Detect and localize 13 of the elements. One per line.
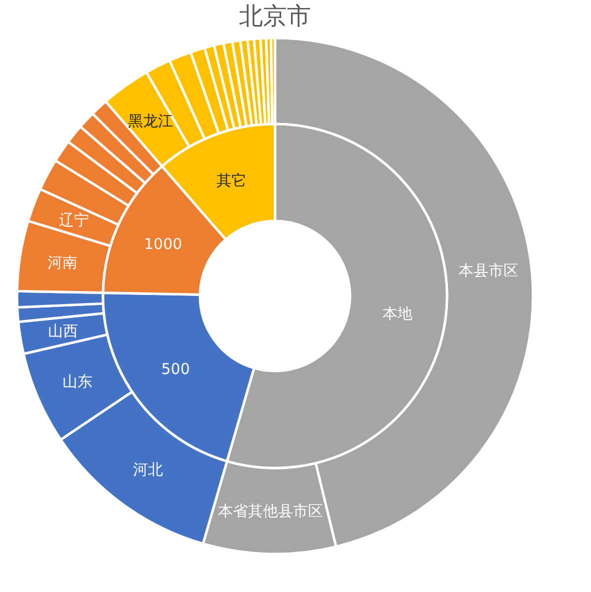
text: 1000: [144, 234, 182, 253]
slice-label: 本县市区: [458, 261, 518, 280]
slice-label: 山西: [48, 322, 78, 340]
slice-label: 河北: [133, 460, 164, 479]
slice-label: 河南: [48, 253, 78, 272]
text: 500: [161, 360, 190, 378]
slice-label: 辽宁: [58, 211, 89, 230]
slice-label: 山东: [62, 372, 93, 390]
chart-title: 北京市: [239, 2, 311, 30]
text: 其它: [216, 171, 247, 190]
text: 本地: [382, 304, 412, 322]
slice-label: 黑龙江: [128, 112, 173, 130]
slice-label: 本省其他县市区: [218, 502, 323, 520]
